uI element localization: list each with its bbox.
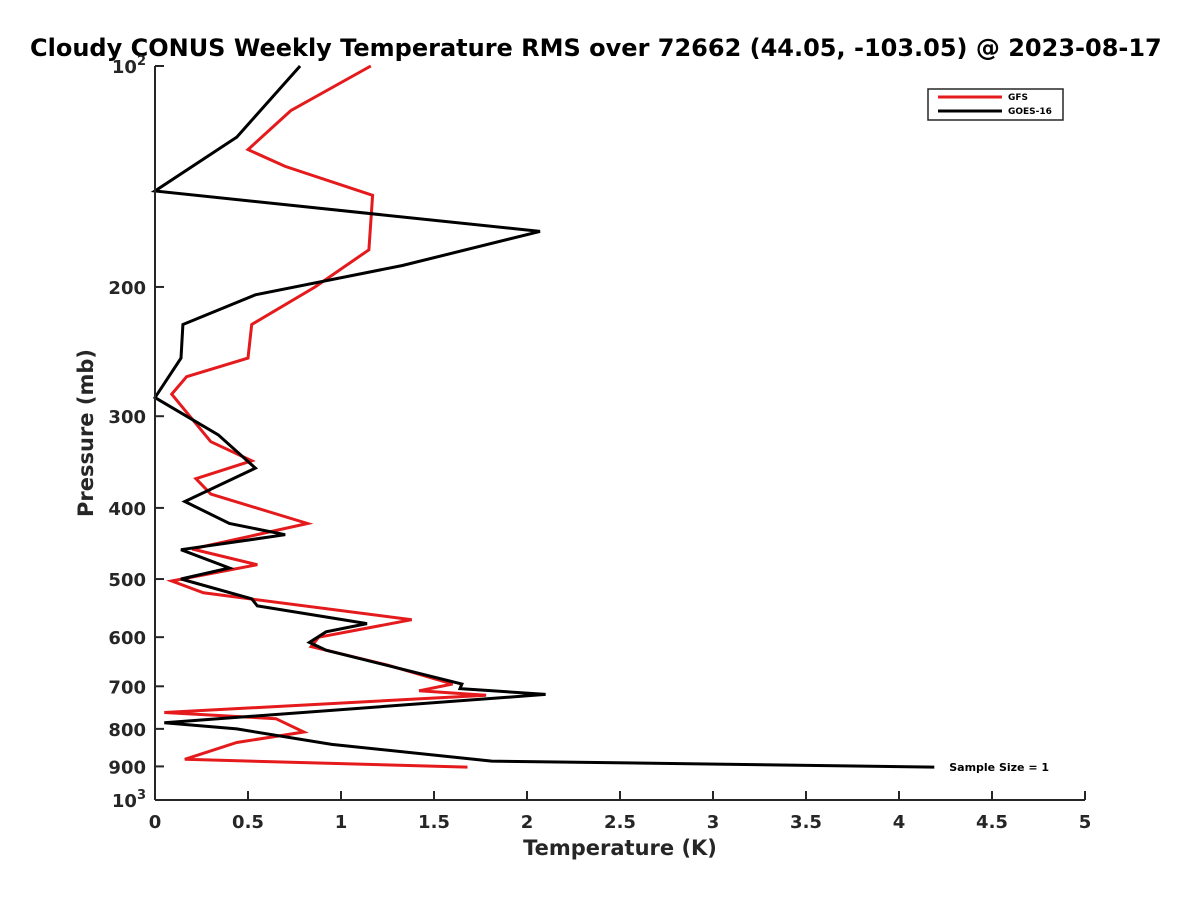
y-axis-label: Pressure (mb) [74, 349, 98, 517]
x-tick-label: 4.5 [976, 812, 1008, 833]
y-tick-label: 103 [112, 788, 146, 812]
y-tick-label: 300 [108, 407, 146, 428]
sample-size-annotation: Sample Size = 1 [949, 761, 1049, 774]
legend: GFS GOES-16 [927, 88, 1064, 121]
y-tick-label: 500 [108, 570, 146, 591]
annotations: Sample Size = 1 [949, 761, 1049, 774]
x-tick-label: 2 [521, 812, 534, 833]
x-tick-label: 3.5 [790, 812, 822, 833]
y-tick-label: 700 [108, 677, 146, 698]
x-tick-label: 3 [707, 812, 720, 833]
x-tick-label: 2.5 [604, 812, 636, 833]
x-tick-label: 5 [1079, 812, 1092, 833]
x-tick-label: 0.5 [232, 812, 264, 833]
legend-box [927, 88, 1064, 121]
plot-area [150, 64, 935, 769]
axes: 0 0.5 1 1.5 2 2.5 3 3.5 4 4.5 5 102 200 300 400 500 600 7… [108, 54, 1091, 833]
y-tick-label: 800 [108, 720, 146, 741]
y-tick-label: 600 [108, 628, 146, 649]
x-tick-label: 4 [893, 812, 906, 833]
legend-entry-label: GFS [1008, 93, 1028, 103]
series-line-goes-16 [150, 65, 935, 769]
chart-title: Cloudy CONUS Weekly Temperature RMS over… [30, 34, 1162, 62]
legend-entry-label: GOES-16 [1008, 107, 1052, 117]
x-axis-label: Temperature (K) [523, 836, 717, 860]
x-tick-label: 1 [335, 812, 348, 833]
x-tick-label: 0 [149, 812, 162, 833]
y-tick-label: 102 [112, 54, 146, 78]
series-line-gfs [164, 64, 487, 769]
y-tick-label: 200 [108, 278, 146, 299]
y-tick-label: 400 [108, 499, 146, 520]
x-tick-label: 1.5 [418, 812, 450, 833]
y-tick-label: 900 [108, 757, 146, 778]
